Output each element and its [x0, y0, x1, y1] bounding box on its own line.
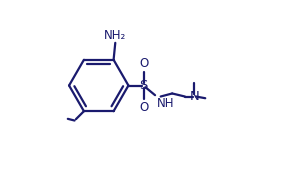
Text: O: O — [139, 57, 148, 70]
Text: N: N — [189, 90, 199, 103]
Text: NH₂: NH₂ — [104, 29, 126, 42]
Text: NH: NH — [157, 97, 174, 110]
Text: O: O — [139, 101, 148, 114]
Text: S: S — [139, 79, 148, 92]
